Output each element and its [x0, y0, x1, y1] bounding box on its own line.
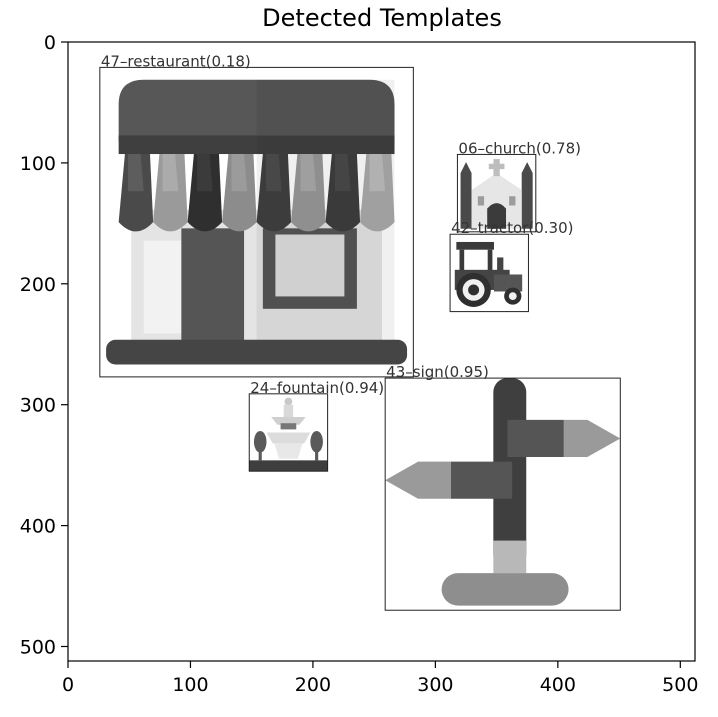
detection-box — [384, 377, 621, 611]
detection-box — [449, 233, 529, 313]
detection-boxes: 47–restaurant(0.18) 06–church(0.78) 42–tra… — [99, 52, 621, 611]
x-tick-label: 0 — [62, 674, 74, 696]
detection-box — [248, 393, 329, 472]
detection-label: 43–sign(0.95) — [386, 363, 489, 381]
y-tick-label: 500 — [20, 636, 56, 658]
y-axis: 0 100 200 300 400 500 — [20, 32, 68, 658]
y-tick-label: 0 — [44, 32, 56, 54]
plot-frame — [67, 41, 696, 662]
church-icon — [457, 154, 536, 232]
detection-label: 47–restaurant(0.18) — [101, 52, 251, 70]
y-tick-label: 200 — [20, 274, 56, 296]
x-tick-label: 300 — [417, 674, 453, 696]
detection-label: 24–fountain(0.94) — [250, 379, 384, 397]
x-tick-label: 500 — [662, 674, 698, 696]
x-tick-label: 400 — [540, 674, 576, 696]
x-tick-label: 100 — [172, 674, 208, 696]
restaurant-storefront-icon — [106, 79, 408, 365]
signpost-icon — [385, 378, 621, 606]
x-axis: 0 100 200 300 400 500 — [62, 661, 698, 696]
y-tick-label: 400 — [20, 516, 56, 538]
x-tick-label: 200 — [295, 674, 331, 696]
detection-box — [456, 153, 537, 233]
y-tick-label: 100 — [20, 153, 56, 175]
template-images — [106, 79, 621, 606]
detection-box — [99, 66, 414, 378]
detection-label: 42–tractor(0.30) — [451, 219, 573, 237]
fountain-icon — [249, 393, 328, 472]
detection-label: 06–church(0.78) — [458, 139, 581, 157]
tractor-icon — [450, 234, 529, 312]
y-tick-label: 300 — [20, 395, 56, 417]
chart-title: Detected Templates — [262, 4, 502, 32]
